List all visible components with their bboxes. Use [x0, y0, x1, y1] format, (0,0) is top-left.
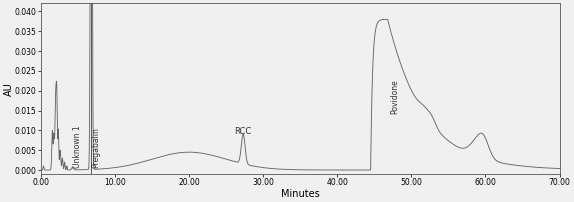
Text: Povidone: Povidone [391, 80, 400, 115]
Y-axis label: AU: AU [3, 82, 13, 96]
Text: RCC: RCC [235, 127, 252, 136]
X-axis label: Minutes: Minutes [281, 188, 320, 199]
Text: Unknown 1: Unknown 1 [73, 125, 82, 168]
Text: Pregabalin: Pregabalin [92, 127, 100, 168]
